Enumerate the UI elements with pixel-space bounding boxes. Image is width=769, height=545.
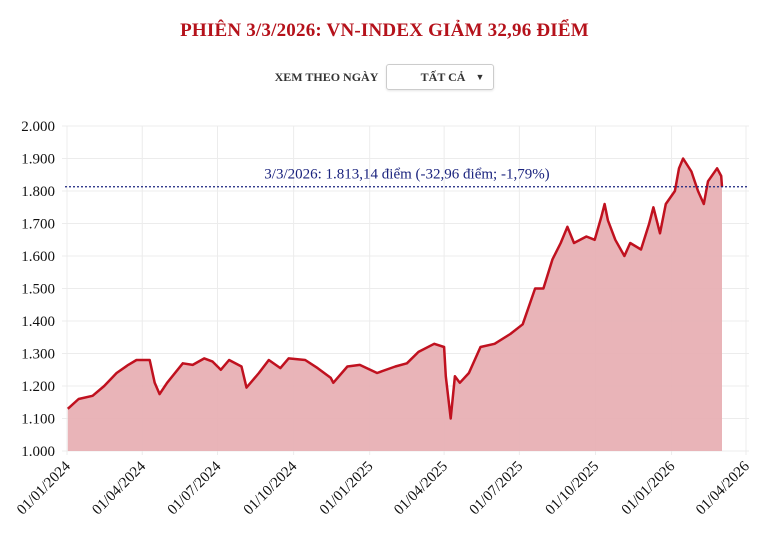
y-tick-label: 1.400 [21,314,55,330]
filter-label: XEM THEO NGÀY [274,69,379,84]
x-tick-label: 01/10/2025 [543,459,603,519]
y-tick-label: 1.800 [21,184,55,200]
y-tick-label: 1.300 [21,347,55,363]
reference-label: 3/3/2026: 1.813,14 điểm (-32,96 điểm; -1… [264,167,549,183]
x-tick-label: 01/04/2024 [89,458,149,518]
range-select[interactable]: TẤT CẢ ▼ [386,64,495,90]
chart-title: PHIÊN 3/3/2026: VN-INDEX GIẢM 32,96 ĐIỂM [180,20,589,41]
x-tick-label: 01/01/2025 [317,459,377,519]
y-tick-label: 1.500 [21,282,55,298]
date-filter: XEM THEO NGÀY TẤT CẢ ▼ [0,64,769,90]
y-tick-label: 1.600 [21,249,55,265]
range-select-value: TẤT CẢ [420,69,466,84]
x-tick-label: 01/07/2024 [165,458,225,518]
x-tick-label: 01/07/2025 [467,459,527,519]
x-tick-label: 01/01/2024 [14,458,74,518]
x-tick-label: 01/04/2025 [391,459,451,519]
x-tick-label: 01/04/2026 [693,458,753,518]
y-tick-label: 1.700 [21,217,55,233]
series-line [66,157,724,420]
y-tick-label: 1.100 [21,412,55,428]
x-tick-label: 01/01/2026 [619,458,679,518]
caret-down-icon: ▼ [475,72,485,82]
series-area [67,158,723,451]
y-tick-label: 1.000 [21,444,55,460]
y-tick-label: 1.200 [21,379,55,395]
y-tick-label: 2.000 [21,119,55,135]
x-tick-label: 01/10/2024 [241,458,301,518]
y-tick-label: 1.900 [21,152,55,168]
